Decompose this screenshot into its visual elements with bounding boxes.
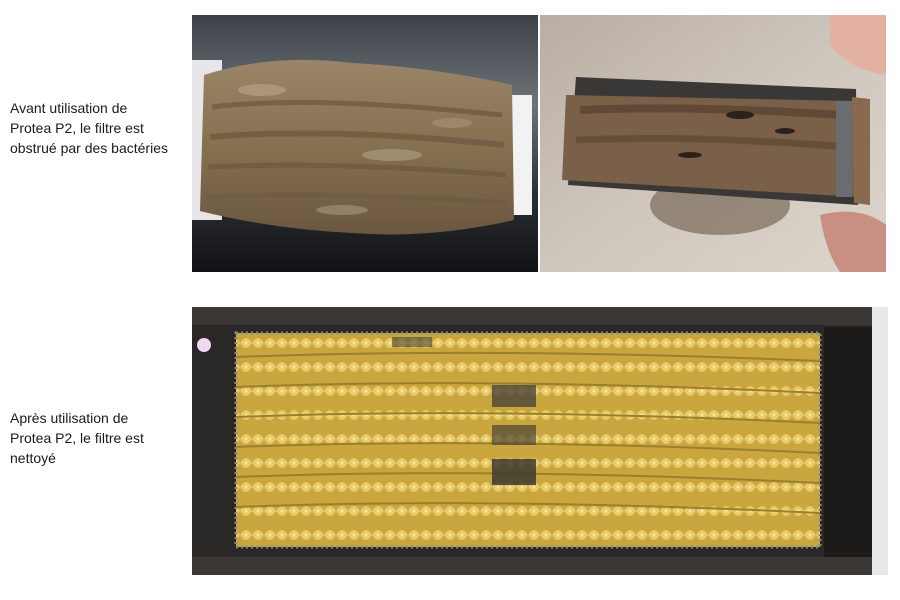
photo-clogged-filter-left (192, 15, 538, 272)
caption-after: Après utilisation de Protea P2, le filtr… (10, 408, 188, 468)
caption-before: Avant utilisation de Protea P2, le filtr… (10, 98, 188, 158)
caption-before-line-3: obstrué par des bactéries (10, 140, 168, 156)
caption-after-line-2: Protea P2, le filtre est (10, 430, 144, 446)
caption-before-line-1: Avant utilisation de (10, 100, 128, 116)
photo-cleaned-filter (192, 307, 888, 575)
photo-clogged-filter-right (540, 15, 886, 272)
caption-after-line-1: Après utilisation de (10, 410, 129, 426)
caption-after-line-3: nettoyé (10, 450, 56, 466)
caption-before-line-2: Protea P2, le filtre est (10, 120, 144, 136)
